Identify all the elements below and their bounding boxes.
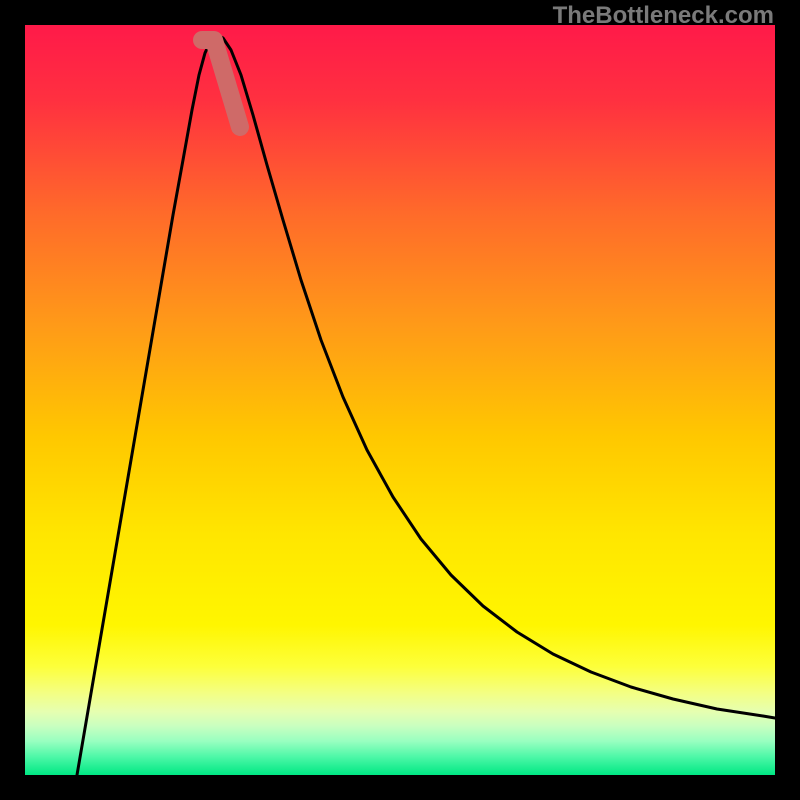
watermark-text: TheBottleneck.com bbox=[553, 2, 774, 30]
chart-frame: TheBottleneck.com bbox=[0, 0, 800, 800]
highlight-marker bbox=[202, 40, 240, 127]
bottleneck-curve bbox=[77, 35, 775, 775]
plot-area bbox=[25, 25, 775, 775]
curve-layer bbox=[25, 25, 775, 775]
